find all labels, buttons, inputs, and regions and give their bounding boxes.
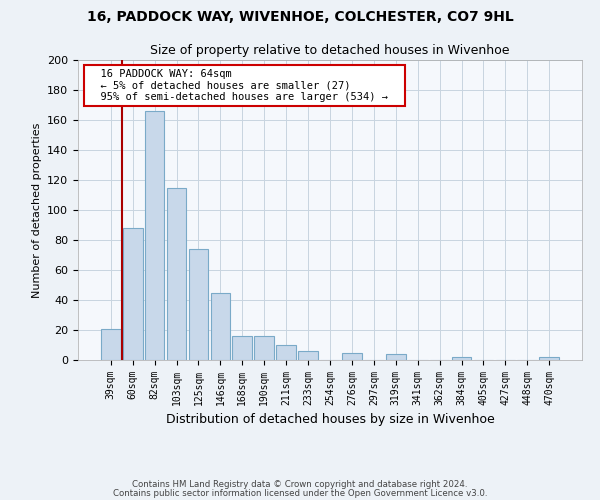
Y-axis label: Number of detached properties: Number of detached properties (32, 122, 41, 298)
Bar (276, 345, 296, 360)
Bar (188, 249, 208, 360)
Text: 16, PADDOCK WAY, WIVENHOE, COLCHESTER, CO7 9HL: 16, PADDOCK WAY, WIVENHOE, COLCHESTER, C… (86, 10, 514, 24)
Bar (298, 351, 318, 360)
Bar (342, 352, 362, 360)
Text: Contains HM Land Registry data © Crown copyright and database right 2024.: Contains HM Land Registry data © Crown c… (132, 480, 468, 489)
Bar (101, 328, 121, 360)
Bar (167, 188, 187, 360)
Title: Size of property relative to detached houses in Wivenhoe: Size of property relative to detached ho… (150, 44, 510, 58)
Bar (123, 228, 143, 360)
Text: Contains public sector information licensed under the Open Government Licence v3: Contains public sector information licen… (113, 490, 487, 498)
Bar (539, 357, 559, 360)
X-axis label: Distribution of detached houses by size in Wivenhoe: Distribution of detached houses by size … (166, 414, 494, 426)
Bar (211, 292, 230, 360)
Bar (452, 357, 472, 360)
Bar (232, 336, 252, 360)
Text: 16 PADDOCK WAY: 64sqm
  ← 5% of detached houses are smaller (27)
  95% of semi-d: 16 PADDOCK WAY: 64sqm ← 5% of detached h… (88, 69, 401, 102)
Bar (254, 336, 274, 360)
Bar (386, 354, 406, 360)
Bar (145, 111, 164, 360)
